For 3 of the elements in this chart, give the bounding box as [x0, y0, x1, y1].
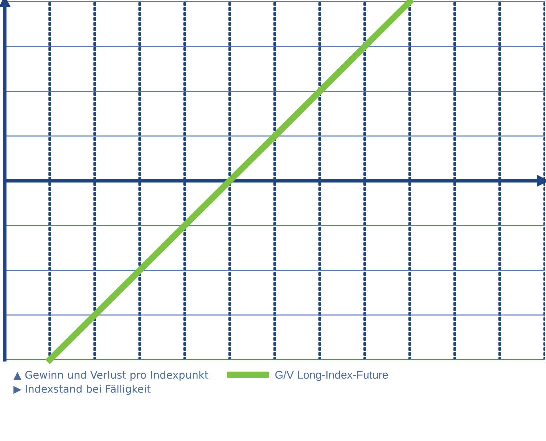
text: ▲ Gewinn und Verlust pro Indexpunkt: [14, 370, 209, 382]
text: ▶ Indexstand bei Fälligkeit: [14, 384, 151, 396]
legend-label: G/V Long-Index-Future: [276, 370, 388, 382]
